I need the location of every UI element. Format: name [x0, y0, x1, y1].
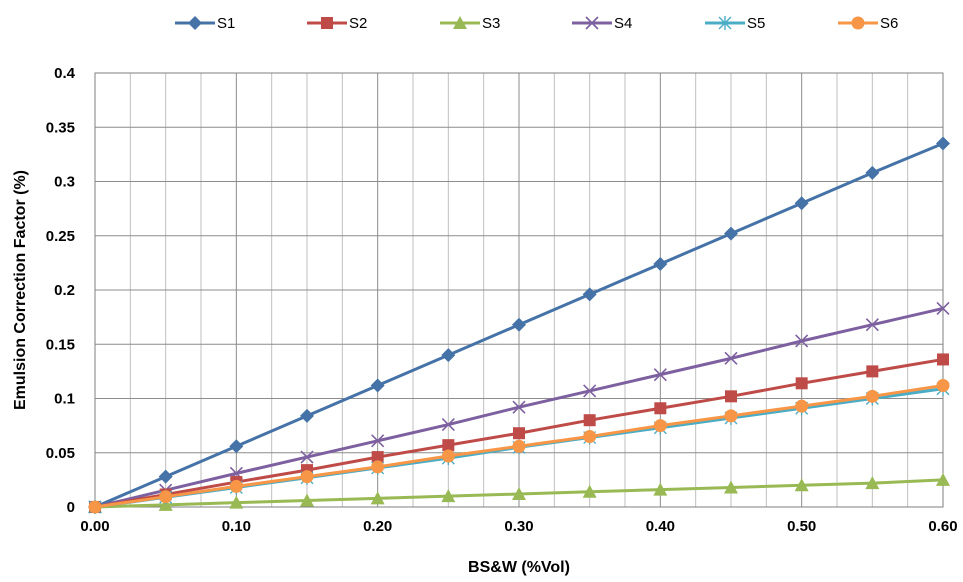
axes: 0 0.05 0.1 0.15 0.2 0.25 0.3 0.35 0.4 0.00 0.10 0.2…	[46, 65, 958, 535]
data-point-s1	[724, 227, 738, 241]
data-point-s1	[300, 409, 314, 423]
y-tick-label: 0	[67, 499, 75, 516]
data-point-s1	[795, 196, 809, 210]
data-point-s1	[653, 257, 667, 271]
data-point-s1	[371, 378, 385, 392]
x-axis-title: BS&W (%Vol)	[468, 559, 570, 576]
y-tick-label: 0.4	[54, 65, 76, 82]
data-point-s1	[865, 166, 879, 180]
data-point-s6	[230, 480, 243, 493]
y-tick-label: 0.05	[46, 445, 75, 462]
data-point-s2	[654, 402, 666, 414]
data-point-s2	[796, 377, 808, 389]
data-point-s6	[89, 501, 102, 514]
x-tick-label: 0.50	[787, 518, 816, 535]
legend-label: S4	[614, 15, 632, 32]
legend: S1 S2 S3 S4 S5 S6	[175, 15, 898, 32]
x-tick-label: 0.10	[222, 518, 251, 535]
legend-label: S6	[880, 15, 898, 32]
data-point-s6	[937, 379, 950, 392]
data-point-s6	[301, 470, 314, 483]
legend-label: S5	[747, 15, 765, 32]
legend-marker	[188, 16, 202, 30]
y-tick-label: 0.1	[54, 391, 75, 408]
legend-entry-s6: S6	[838, 15, 898, 32]
data-point-s6	[866, 390, 879, 403]
data-point-s6	[725, 409, 738, 422]
data-point-s1	[159, 470, 173, 484]
data-point-s2	[442, 439, 454, 451]
data-point-s1	[512, 318, 526, 332]
x-tick-label: 0.30	[504, 518, 533, 535]
data-point-s2	[937, 353, 949, 365]
legend-marker	[852, 17, 865, 30]
legend-entry-s5: S5	[705, 15, 765, 32]
y-tick-label: 0.25	[46, 228, 75, 245]
data-point-s6	[654, 419, 667, 432]
data-point-s2	[866, 365, 878, 377]
data-point-s6	[795, 400, 808, 413]
legend-label: S2	[349, 15, 367, 32]
y-tick-label: 0.2	[54, 282, 75, 299]
y-axis-title: Emulsion Correction Factor (%)	[12, 170, 29, 410]
data-point-s6	[583, 430, 596, 443]
data-point-s1	[441, 348, 455, 362]
x-tick-label: 0.60	[928, 518, 957, 535]
legend-label: S3	[482, 15, 500, 32]
data-point-s6	[159, 490, 172, 503]
legend-entry-s3: S3	[440, 15, 500, 32]
data-point-s2	[725, 390, 737, 402]
data-point-s1	[583, 287, 597, 301]
legend-entry-s1: S1	[175, 15, 235, 32]
data-point-s1	[229, 439, 243, 453]
data-point-s2	[584, 414, 596, 426]
data-point-s6	[513, 440, 526, 453]
legend-entry-s2: S2	[307, 15, 367, 32]
data-point-s6	[442, 450, 455, 463]
x-tick-label: 0.00	[80, 518, 109, 535]
x-tick-label: 0.20	[363, 518, 392, 535]
legend-entry-s4: S4	[572, 15, 632, 32]
data-point-s6	[371, 460, 384, 473]
y-tick-label: 0.3	[54, 174, 75, 191]
legend-label: S1	[217, 15, 235, 32]
y-tick-label: 0.15	[46, 336, 75, 353]
x-tick-label: 0.40	[646, 518, 675, 535]
data-point-s1	[936, 137, 950, 151]
y-tick-label: 0.35	[46, 119, 75, 136]
legend-marker	[321, 17, 333, 29]
data-point-s2	[513, 427, 525, 439]
